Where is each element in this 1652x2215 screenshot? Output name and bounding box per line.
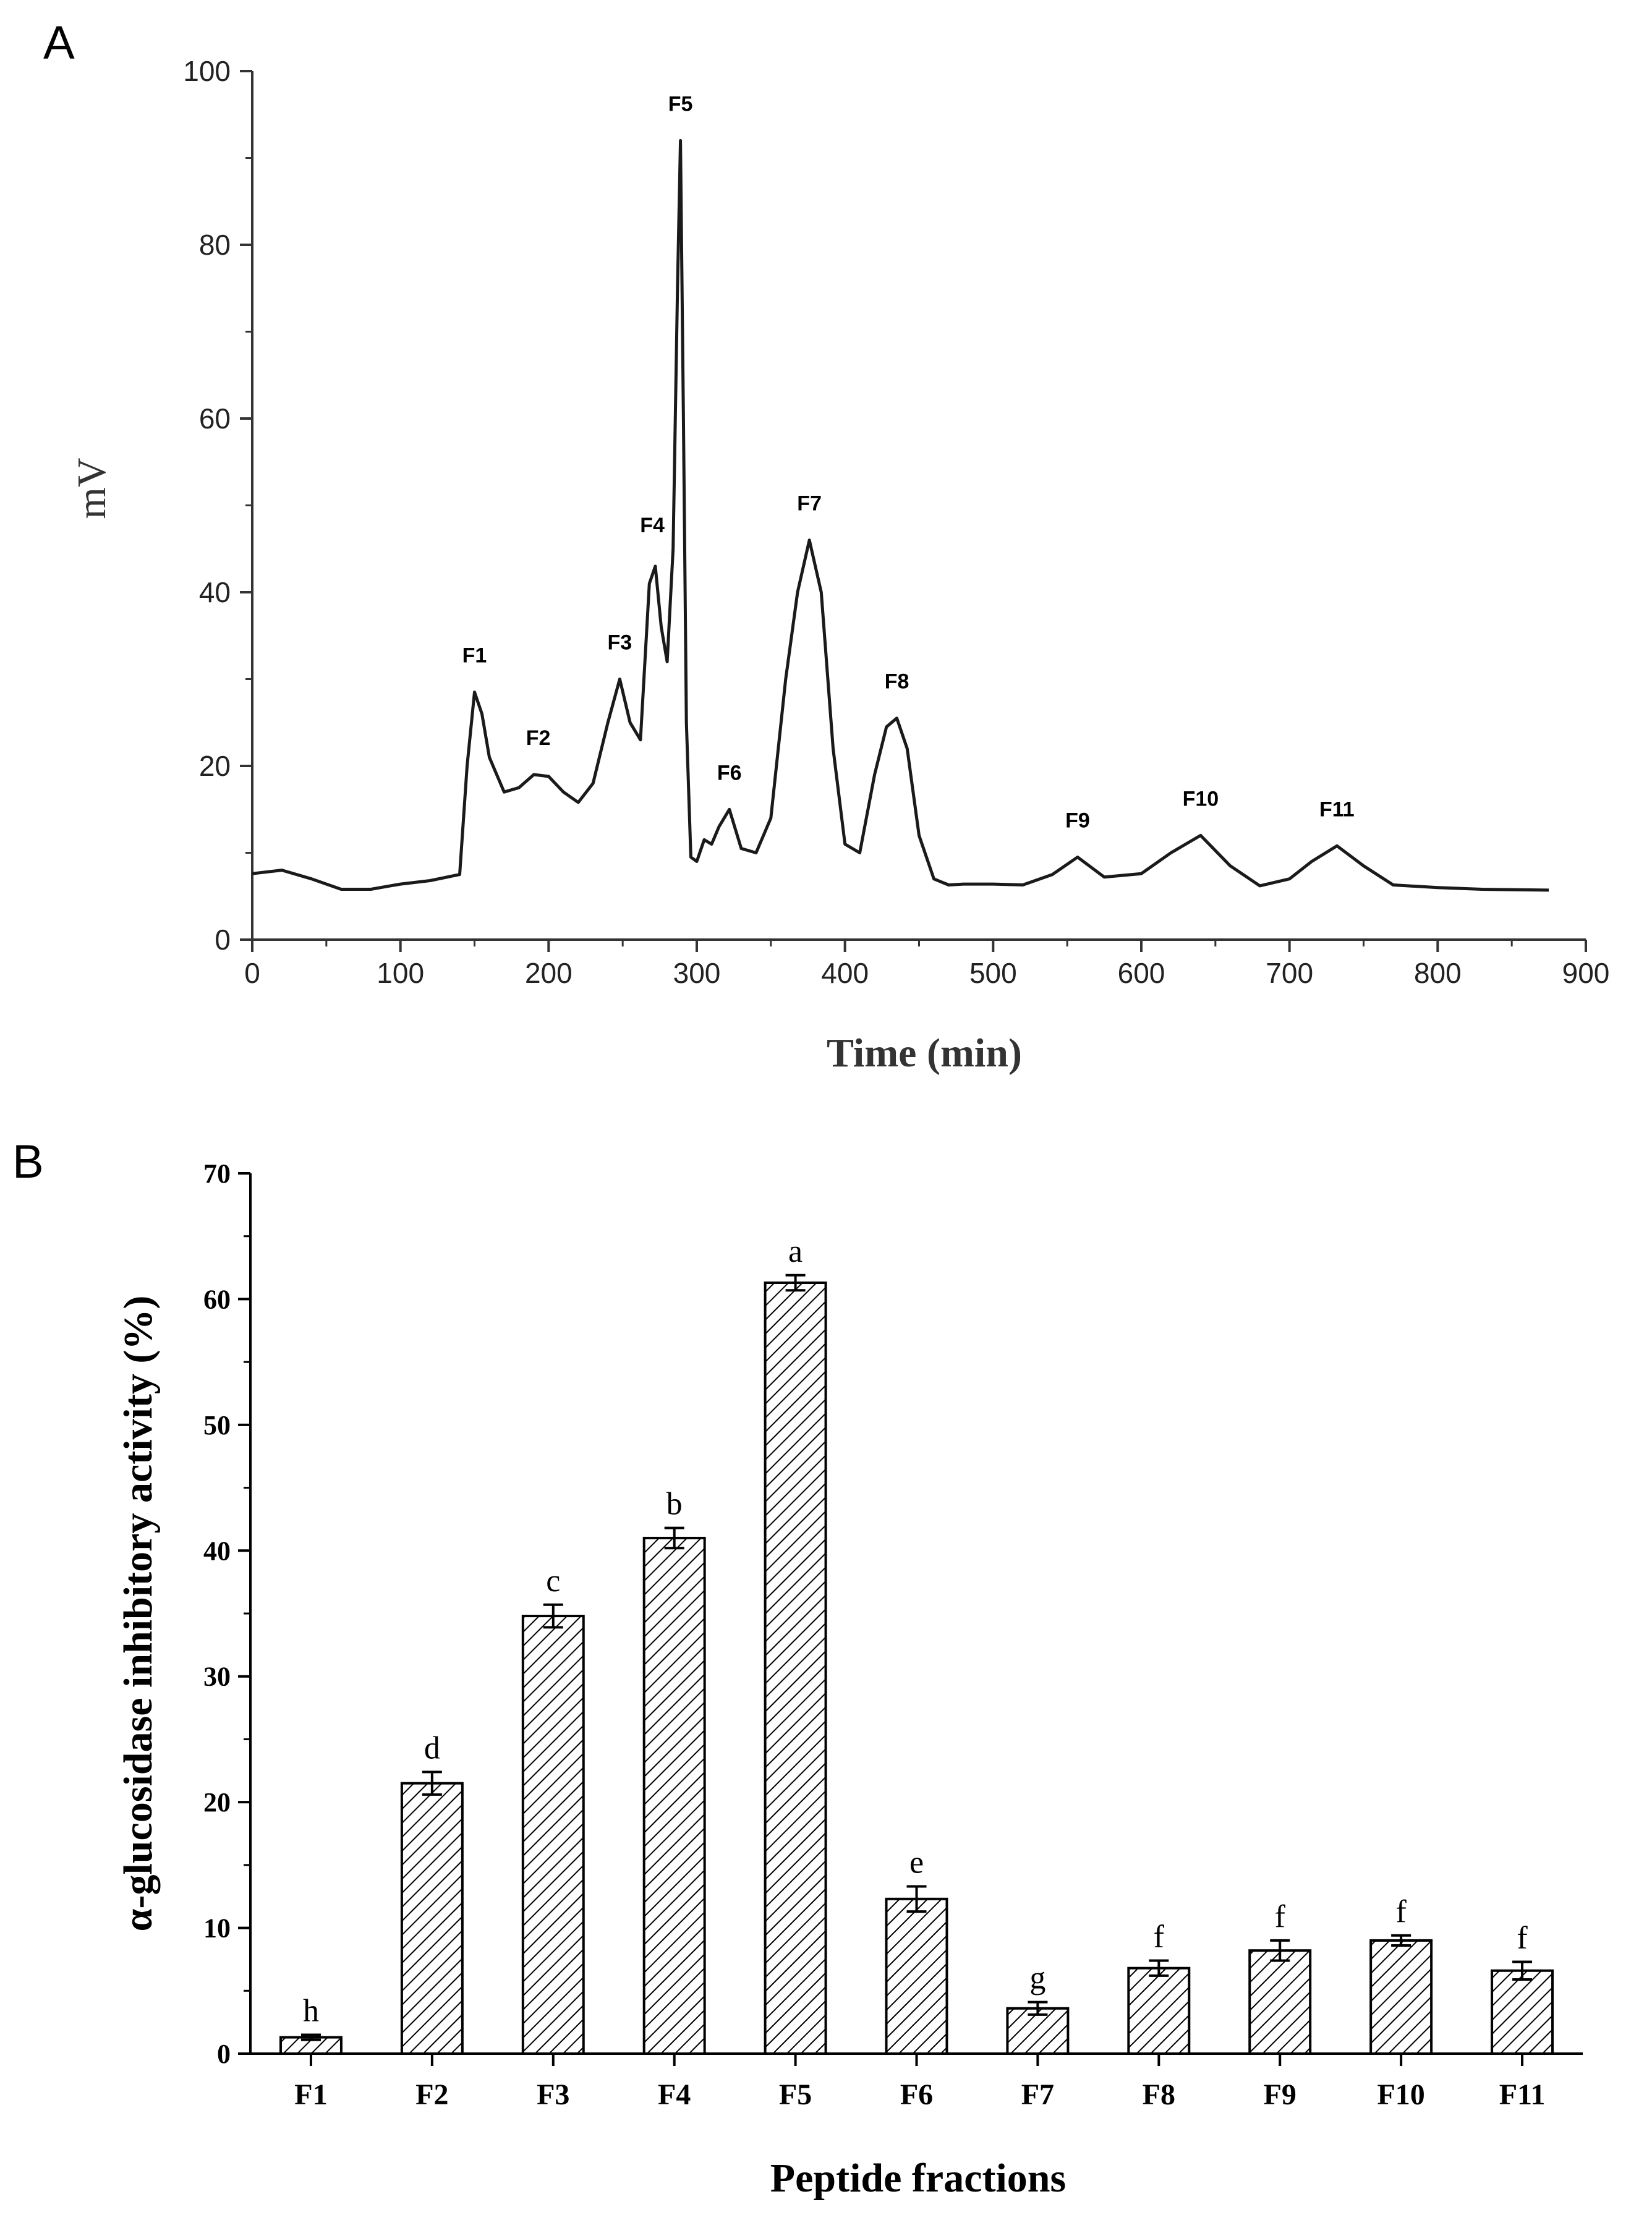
significance-letter-f9: f xyxy=(1275,1899,1286,1934)
peak-label-f5: F5 xyxy=(668,92,693,116)
peak-label-f6: F6 xyxy=(717,761,742,784)
peak-label-f10: F10 xyxy=(1183,787,1219,810)
significance-letter-f11: f xyxy=(1517,1920,1528,1955)
category-label-f3: F3 xyxy=(537,2078,569,2111)
peak-labels: F1 F2 F3 F4 F5 F6 F7 F8 F9 F10 F11 xyxy=(462,92,1355,832)
peak-label-f8: F8 xyxy=(885,670,909,694)
panel-b-x-axis-title: Peptide fractions xyxy=(770,2156,1066,2201)
a-x-tick-label: 700 xyxy=(1266,957,1313,989)
significance-letter-f3: c xyxy=(546,1563,560,1599)
bar-f4 xyxy=(642,1536,706,2055)
bar-f3 xyxy=(521,1615,585,2056)
peak-label-f4: F4 xyxy=(640,514,665,537)
significance-letter-f1: h xyxy=(303,1993,319,2028)
a-x-tick-label: 500 xyxy=(969,957,1017,989)
peak-label-f11: F11 xyxy=(1319,797,1355,821)
bar-f10 xyxy=(1369,1939,1433,2056)
panel-b-y-axis-title: α-glucosidase inhibitory activity (%) xyxy=(116,1296,161,1932)
peak-label-f3: F3 xyxy=(608,631,632,655)
a-x-tick-label: 800 xyxy=(1414,957,1462,989)
a-x-tick-label: 200 xyxy=(525,957,573,989)
category-label-f4: F4 xyxy=(658,2078,691,2111)
b-y-tick-label: 70 xyxy=(203,1159,231,1189)
significance-letter-f2: d xyxy=(424,1730,440,1766)
b-y-tick-label: 30 xyxy=(203,1662,231,1692)
bar-f8 xyxy=(1127,1966,1191,2055)
a-y-tick-label: 20 xyxy=(199,750,231,782)
bar-f11 xyxy=(1491,1969,1554,2055)
panel-a-x-axis-title: Time (min) xyxy=(827,1031,1022,1076)
category-label-f6: F6 xyxy=(900,2078,933,2111)
a-y-tick-label: 80 xyxy=(199,229,231,261)
a-x-tick-label: 600 xyxy=(1118,957,1165,989)
significance-letter-f7: g xyxy=(1029,1961,1045,1996)
bar-f5 xyxy=(764,1281,827,2055)
b-y-tick-label: 20 xyxy=(203,1787,231,1817)
panel-a-y-axis-title: mV xyxy=(69,458,114,519)
significance-letter-f6: e xyxy=(909,1845,924,1880)
category-label-f8: F8 xyxy=(1143,2078,1175,2111)
category-label-f5: F5 xyxy=(779,2078,812,2111)
bar-f2 xyxy=(400,1782,464,2056)
panel-a-label: A xyxy=(43,17,75,69)
b-y-tick-label: 60 xyxy=(203,1284,231,1314)
panel-b-label: B xyxy=(12,1136,44,1188)
category-label-f9: F9 xyxy=(1264,2078,1296,2111)
chromatogram-line xyxy=(252,138,1549,892)
peak-label-f2: F2 xyxy=(526,726,551,750)
bar-f7 xyxy=(1006,2007,1070,2055)
bar-f9 xyxy=(1248,1949,1312,2055)
panel-a-chromatogram: 0 20 40 60 80 100 0 100 200 300 400 500 600 700 800 90… xyxy=(69,55,1609,1076)
a-x-tick-label: 900 xyxy=(1562,957,1610,989)
b-y-tick-label: 10 xyxy=(203,1913,231,1944)
category-label-f2: F2 xyxy=(415,2078,448,2111)
panel-b-bars: h d c b a e g f f f f xyxy=(279,1234,1554,2056)
significance-letter-f8: f xyxy=(1154,1919,1165,1954)
panel-a-y-ticks: 0 20 40 60 80 100 xyxy=(183,55,252,956)
significance-letter-f5: a xyxy=(788,1234,803,1269)
a-x-tick-label: 400 xyxy=(821,957,869,989)
significance-letter-f4: b xyxy=(666,1487,683,1522)
peak-label-f9: F9 xyxy=(1065,809,1090,833)
peak-label-f1: F1 xyxy=(462,644,487,668)
panel-b-category-labels: F1 F2 F3 F4 F5 F6 F7 F8 F9 F10 F11 xyxy=(294,2054,1545,2111)
panel-b-y-ticks: 0 10 20 30 40 50 60 70 xyxy=(203,1159,250,2069)
peak-label-f7: F7 xyxy=(797,492,822,516)
bar-f6 xyxy=(885,1897,948,2056)
a-y-tick-label: 0 xyxy=(215,924,231,956)
b-y-tick-label: 50 xyxy=(203,1410,231,1440)
a-x-tick-label: 300 xyxy=(673,957,721,989)
a-x-tick-label: 100 xyxy=(377,957,424,989)
b-y-tick-label: 40 xyxy=(203,1536,231,1566)
a-y-tick-label: 40 xyxy=(199,576,231,608)
category-label-f11: F11 xyxy=(1499,2078,1546,2111)
b-y-tick-label: 0 xyxy=(217,2039,231,2069)
category-label-f1: F1 xyxy=(294,2078,327,2111)
a-y-tick-label: 60 xyxy=(199,402,231,435)
panel-b-bar-chart: 0 10 20 30 40 50 60 70 h d c b a e g f f f f F1 F2 F3 F4 F5 F6… xyxy=(116,1159,1583,2201)
a-y-tick-label: 100 xyxy=(183,55,231,87)
significance-letter-f10: f xyxy=(1395,1894,1407,1929)
panel-a-x-ticks: 0 100 200 300 400 500 600 700 800 900 xyxy=(244,940,1609,989)
category-label-f10: F10 xyxy=(1377,2078,1424,2111)
bar-f1 xyxy=(279,2036,343,2055)
a-x-tick-label: 0 xyxy=(244,957,260,989)
category-label-f7: F7 xyxy=(1021,2078,1054,2111)
